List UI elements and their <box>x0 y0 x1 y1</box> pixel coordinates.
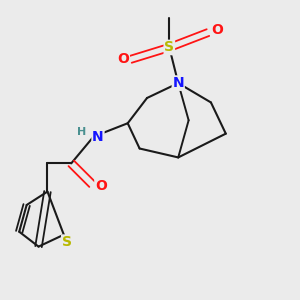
Text: S: S <box>164 40 174 55</box>
Text: S: S <box>62 235 72 249</box>
Text: H: H <box>77 127 86 137</box>
Text: O: O <box>211 22 223 37</box>
Text: N: N <box>172 76 184 90</box>
Text: O: O <box>95 179 107 193</box>
Text: O: O <box>117 52 129 66</box>
Text: N: N <box>92 130 104 144</box>
